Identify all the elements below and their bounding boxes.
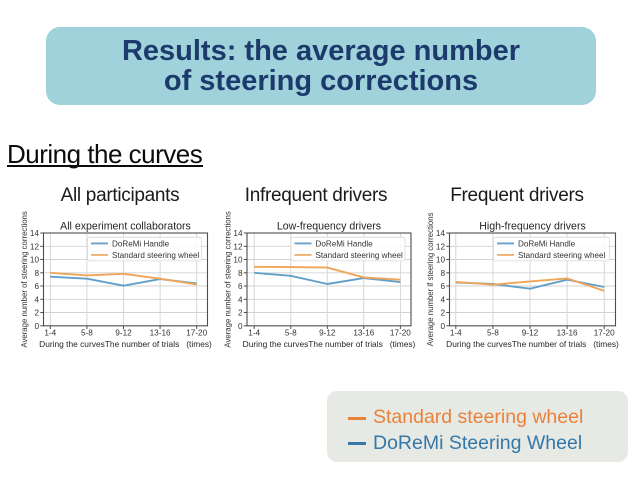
svg-text:During the curvesThe number of: During the curvesThe number of trials (t…	[39, 339, 212, 349]
svg-text:9-12: 9-12	[319, 329, 336, 338]
svg-text:Average number of steering cor: Average number of steering corrections	[20, 211, 29, 347]
svg-text:High-frequency drivers: High-frequency drivers	[479, 221, 586, 233]
svg-text:13-16: 13-16	[150, 329, 171, 338]
svg-text:0: 0	[34, 322, 39, 331]
svg-text:All experiment collaborators: All experiment collaborators	[60, 221, 191, 233]
svg-text:14: 14	[30, 229, 40, 238]
svg-text:During the curvesThe number of: During the curvesThe number of trials (t…	[243, 339, 416, 349]
svg-text:13-16: 13-16	[353, 329, 374, 338]
svg-text:6: 6	[34, 282, 39, 291]
svg-text:6: 6	[238, 282, 243, 291]
svg-text:17-20: 17-20	[594, 329, 615, 338]
svg-text:2: 2	[238, 309, 243, 318]
svg-text:1-4: 1-4	[44, 329, 56, 338]
svg-text:Low-frequency drivers: Low-frequency drivers	[277, 221, 381, 233]
svg-text:10: 10	[436, 256, 446, 265]
svg-text:12: 12	[436, 242, 446, 251]
svg-text:10: 10	[30, 256, 40, 265]
svg-text:9-12: 9-12	[115, 329, 132, 338]
svg-text:13-16: 13-16	[557, 329, 578, 338]
svg-text:0: 0	[440, 322, 445, 331]
svg-text:Standard steering wheel: Standard steering wheel	[316, 251, 403, 260]
svg-text:DoReMi Handle: DoReMi Handle	[316, 239, 374, 248]
svg-text:6: 6	[440, 282, 445, 291]
svg-text:1-4: 1-4	[248, 329, 260, 338]
svg-text:0: 0	[238, 322, 243, 331]
svg-text:Average number if steering cor: Average number if steering corrections	[426, 212, 435, 346]
svg-text:Standard steering wheel: Standard steering wheel	[518, 251, 605, 260]
svg-text:14: 14	[436, 229, 446, 238]
svg-text:Average number of steering cor: Average number of steering corrections	[224, 211, 233, 347]
svg-text:1-4: 1-4	[450, 329, 462, 338]
svg-text:14: 14	[233, 229, 243, 238]
svg-text:12: 12	[233, 242, 243, 251]
svg-text:During the curvesThe number of: During the curvesThe number of trials (t…	[446, 339, 619, 349]
svg-text:17-20: 17-20	[390, 329, 411, 338]
svg-text:12: 12	[30, 242, 40, 251]
svg-text:4: 4	[238, 295, 243, 304]
svg-text:8: 8	[440, 269, 445, 278]
svg-text:9-12: 9-12	[522, 329, 539, 338]
svg-text:DoReMi Handle: DoReMi Handle	[518, 239, 576, 248]
svg-text:8: 8	[238, 269, 243, 278]
svg-text:DoReMi Handle: DoReMi Handle	[112, 239, 170, 248]
svg-text:2: 2	[440, 309, 445, 318]
svg-text:5-8: 5-8	[487, 329, 499, 338]
svg-text:2: 2	[34, 309, 39, 318]
svg-text:4: 4	[440, 295, 445, 304]
svg-text:10: 10	[233, 256, 243, 265]
svg-text:4: 4	[34, 295, 39, 304]
svg-text:8: 8	[34, 269, 39, 278]
svg-text:Standard steering wheel: Standard steering wheel	[112, 251, 199, 260]
svg-text:17-20: 17-20	[186, 329, 207, 338]
svg-text:5-8: 5-8	[285, 329, 297, 338]
svg-text:5-8: 5-8	[81, 329, 93, 338]
